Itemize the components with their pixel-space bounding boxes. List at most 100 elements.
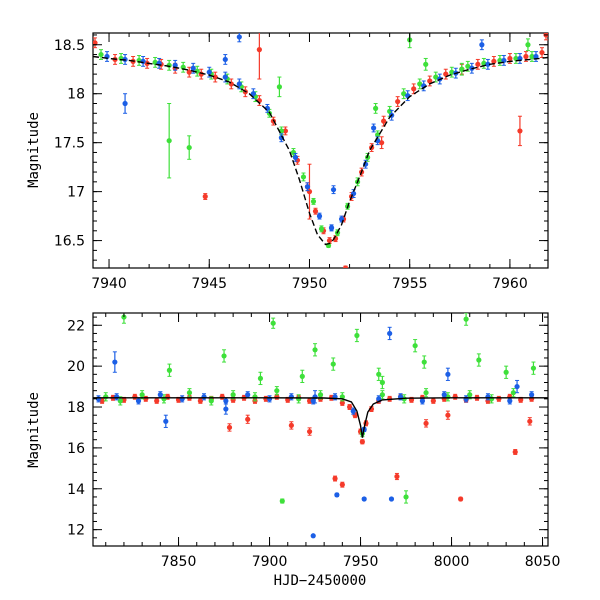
bottom-data-point [166,363,173,377]
top-point-marker [276,84,283,90]
bottom-data-point [359,439,365,445]
bottom-data-point [157,391,163,399]
bottom-data-point [476,353,482,367]
bottom-data-point [496,395,502,402]
top-point-marker [212,74,218,80]
bottom-point-marker [503,369,509,375]
bottom-data-point [339,481,345,488]
bottom-data-point [379,375,385,390]
top-data-point [202,193,208,200]
bottom-point-marker [103,394,109,400]
bottom-data-point [186,388,193,398]
bottom-data-layer [93,313,548,539]
bottom-data-point [288,421,294,430]
top-data-point [316,212,323,220]
top-data-point [306,163,313,220]
top-data-point [459,62,465,76]
bottom-point-marker [154,398,160,404]
bottom-data-point [387,326,393,341]
bottom-point-marker [463,396,469,402]
bottom-point-marker [139,392,145,398]
bottom-point-marker [245,392,251,398]
top-y-tick-label: 17.5 [54,136,85,152]
top-data-point [104,51,110,62]
bottom-data-point [223,403,229,415]
bottom-point-marker [279,498,285,504]
bottom-point-marker [354,332,360,339]
top-data-point [140,56,146,67]
bottom-data-point [394,472,400,481]
top-point-marker [202,193,208,200]
bottom-point-marker [332,475,338,482]
bottom-point-marker [496,396,502,402]
top-data-point [529,51,535,62]
bottom-data-point [445,410,451,420]
bottom-point-marker [299,373,305,379]
top-series-green [98,33,535,249]
bottom-point-marker [197,398,203,404]
bottom-axes: 7850 7900 7950 8000 8050 12 14 16 18 20 22 [67,313,560,570]
bottom-point-marker [186,390,193,396]
top-data-point [479,39,485,51]
bottom-point-marker [288,394,294,400]
top-point-marker [326,237,333,244]
bottom-series-green [103,313,537,504]
top-data-point [236,33,242,43]
bottom-data-point [529,391,535,399]
top-point-marker [533,53,539,60]
top-data-point [310,197,317,205]
bottom-data-point [163,414,169,428]
bottom-clipped-marks [93,313,548,539]
bottom-data-point [310,533,316,539]
bottom-data-point [376,367,382,381]
bottom-plot-frame [92,312,549,547]
bottom-data-point [274,386,280,396]
top-x-tick-label: 7945 [191,276,227,292]
top-point-marker [256,47,262,53]
bottom-data-point [347,404,353,410]
bottom-point-marker [514,383,520,390]
bottom-data-point [334,492,340,498]
top-data-point [443,68,449,80]
top-data-point [481,57,487,69]
top-data-point [401,88,407,100]
bottom-panel: 7850 7900 7950 8000 8050 12 14 16 18 20 22 Magnitu… [26,312,560,589]
top-point-marker [507,55,513,62]
bottom-point-marker [347,404,353,410]
bottom-data-point [154,397,160,404]
top-data-point [152,56,158,68]
bottom-point-marker [219,394,225,400]
bottom-point-marker [485,394,491,400]
bottom-point-marker [510,390,517,396]
bottom-data-point [270,317,276,329]
bottom-data-point [530,361,537,375]
top-point-marker [465,63,471,69]
bottom-data-point [257,371,264,386]
bottom-point-marker [467,392,473,398]
top-point-marker [222,74,228,80]
bottom-data-point [132,393,138,400]
top-point-marker [485,61,491,67]
top-point-marker [417,81,423,87]
bottom-point-marker [121,314,127,320]
top-data-point [318,225,325,233]
top-y-tick-label: 18 [67,87,85,103]
top-point-marker [427,78,433,84]
bottom-point-marker [245,416,251,422]
top-point-marker [310,198,317,205]
bottom-point-marker [310,533,316,539]
top-point-marker [122,100,128,107]
bottom-data-point [219,393,225,400]
bottom-y-tick-label: 12 [67,523,85,539]
top-data-point [375,136,381,146]
top-data-point [513,53,519,64]
top-data-point [491,56,497,67]
bottom-data-point [306,427,313,436]
top-y-tick-label: 17 [67,185,85,201]
top-point-marker [206,69,212,75]
bottom-data-point [514,379,520,394]
top-data-point [166,59,172,71]
top-data-point [190,62,196,74]
bottom-x-tick-label: 7950 [343,554,379,570]
top-point-marker [491,58,497,64]
